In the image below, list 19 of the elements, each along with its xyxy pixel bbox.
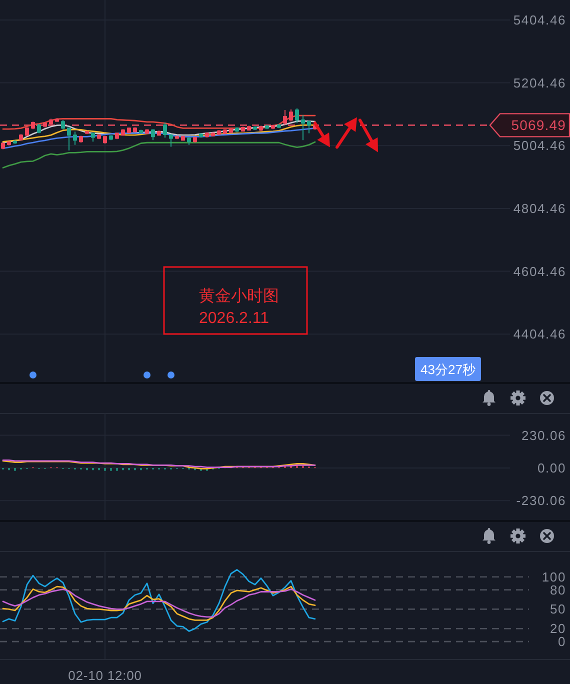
annotation: 黄金小时图: [199, 287, 279, 305]
y-tick-label: 50: [550, 602, 566, 617]
y-tick-label: 4404.46: [513, 326, 566, 342]
y-tick-label: 20: [550, 621, 566, 636]
text: 43分27秒: [420, 362, 476, 377]
y-tick-label: 100: [542, 569, 566, 584]
y-tick-label: 4604.46: [513, 264, 566, 279]
annotation: 2026.2.11: [199, 310, 270, 327]
y-tick-label: 0: [558, 634, 566, 650]
y-tick-label: 5004.46: [513, 138, 566, 154]
y-tick-label: 0.00: [537, 460, 566, 476]
y-tick-label: 4804.46: [513, 200, 566, 216]
y-tick-label: 5404.46: [513, 12, 566, 28]
ref-line-label: 5069.49: [511, 117, 566, 134]
y-tick-label: 5204.46: [513, 75, 566, 90]
y-tick-label: 80: [550, 582, 566, 598]
y-tick-label: -230.06: [516, 493, 566, 508]
x-tick-label: 02-10 12:00: [68, 668, 142, 683]
y-tick-label: 230.06: [521, 428, 566, 443]
